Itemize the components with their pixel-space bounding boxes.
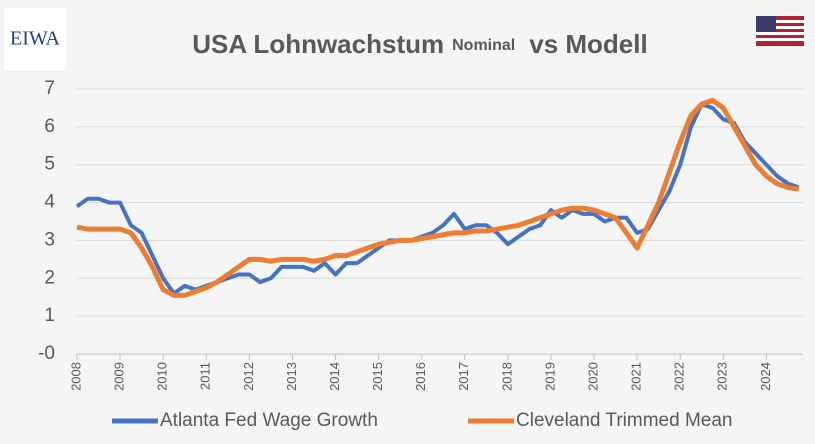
x-tick-label: 2022 [672,362,687,391]
x-tick-label: 2011 [198,362,213,390]
x-tick-label: 2020 [585,362,600,391]
y-tick-label: 3 [44,229,55,250]
x-tick-label: 2015 [370,362,385,391]
x-tick-label: 2024 [758,362,773,391]
x-tick-label: 2019 [542,362,557,391]
series-line [75,102,800,296]
logo: EIWA [10,28,61,50]
legend-label: Cleveland Trimmed Mean [516,410,732,431]
chart-title: USA Lohnwachstum Nominal vs Modell [192,29,647,59]
series-line [76,97,800,298]
x-tick-label: 2013 [284,362,299,391]
y-tick-label: 7 [44,78,55,99]
x-tick-label: 2012 [241,362,256,391]
legend-label: Atlanta Fed Wage Growth [160,410,378,431]
logo-box [4,8,66,70]
flag [756,16,804,46]
x-tick-label: 2021 [629,362,644,391]
x-tick-label: 2023 [715,362,730,391]
x-tick-label: 2010 [155,362,170,391]
x-tick-label: 2008 [68,362,83,391]
y-tick-label: 4 [44,192,55,213]
x-tick-label: 2016 [413,362,428,391]
y-tick-label: 2 [44,267,55,288]
y-tick-label: 1 [44,305,55,326]
x-tick-label: 2014 [327,362,342,391]
y-tick-label: 6 [44,116,55,137]
x-tick-label: 2018 [499,362,514,391]
y-tick-label: -0 [38,343,55,364]
x-tick-label: 2009 [112,362,127,391]
x-tick-label: 2017 [456,362,471,391]
y-tick-label: 5 [44,154,55,175]
